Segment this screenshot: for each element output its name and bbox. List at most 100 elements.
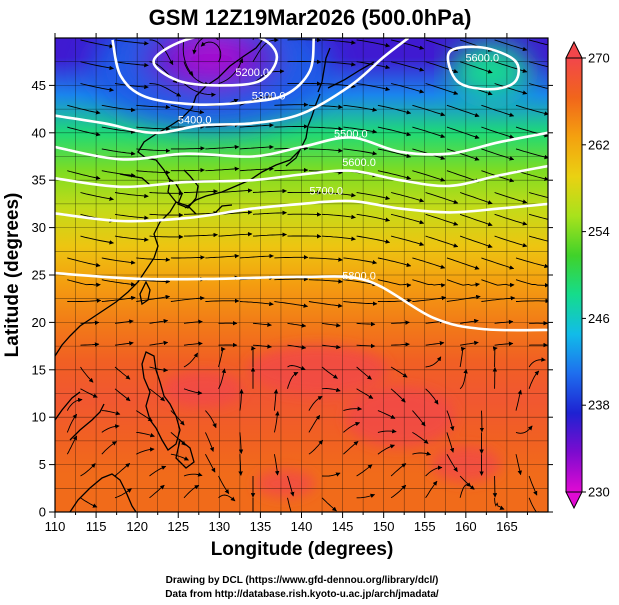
coastline-philippines <box>141 351 195 469</box>
streamline <box>343 126 378 134</box>
colorbar: 230 238 246 254 262 270 <box>565 40 610 510</box>
streamline <box>391 342 410 347</box>
streamline <box>170 167 205 173</box>
streamline <box>390 192 425 203</box>
contour-line <box>446 45 520 91</box>
streamline <box>377 428 397 434</box>
streamline <box>114 39 149 46</box>
streamline <box>446 126 480 139</box>
y-tick-label: 25 <box>32 268 46 283</box>
streamline <box>321 213 356 220</box>
streamline <box>273 454 280 476</box>
contour-label: 5200.0 <box>235 67 269 79</box>
streamline <box>515 170 548 182</box>
streamline <box>308 414 321 433</box>
streamline <box>308 439 324 455</box>
streamline <box>494 319 514 325</box>
credit-data: Data from http://database.rish.kyoto-u.a… <box>165 589 439 600</box>
streamline <box>481 295 516 302</box>
x-tick-label: 130 <box>208 519 230 534</box>
streamline <box>390 388 406 403</box>
streamline <box>287 475 295 497</box>
streamline <box>114 192 149 199</box>
x-axis-label: Longitude (degrees) <box>211 539 394 560</box>
streamline <box>321 472 341 477</box>
streamline <box>251 346 256 367</box>
streamline <box>459 475 475 490</box>
x-tick-label: 120 <box>126 519 148 534</box>
streamline <box>80 192 114 201</box>
streamline <box>136 431 155 438</box>
x-tick-label: 135 <box>250 519 272 534</box>
streamline <box>481 126 515 139</box>
streamline <box>343 441 359 455</box>
streamline <box>446 453 458 472</box>
streamline <box>515 279 548 288</box>
streamline <box>252 322 272 327</box>
streamline <box>80 320 100 325</box>
streamline <box>114 235 149 242</box>
contour-label: 5600.0 <box>465 53 499 65</box>
streamline <box>182 39 194 76</box>
streamline <box>114 61 149 68</box>
y-tick-label: 10 <box>32 410 46 425</box>
streamline <box>308 279 343 284</box>
streamline <box>321 497 337 512</box>
streamline <box>460 318 479 324</box>
y-tick-label: 30 <box>32 220 46 235</box>
streamline <box>136 126 171 132</box>
streamline <box>101 410 121 416</box>
streamline <box>377 126 412 137</box>
coastline-taiwan <box>139 280 151 306</box>
streamline <box>356 321 376 327</box>
streamline <box>494 341 514 346</box>
x-tick-label: 150 <box>373 519 395 534</box>
streamline <box>252 344 272 349</box>
contour-label: 5700.0 <box>309 185 343 197</box>
streamline <box>183 472 203 477</box>
streamline <box>446 257 480 270</box>
streamline <box>356 235 391 244</box>
contour-label: 5500.0 <box>334 129 368 141</box>
x-tick-label: 160 <box>455 519 477 534</box>
streamline <box>136 410 153 422</box>
contour-label: 5300.0 <box>252 91 286 103</box>
x-tick-label: 140 <box>291 519 313 534</box>
streamline <box>114 341 134 346</box>
streamline <box>101 148 136 156</box>
streamline <box>446 294 481 302</box>
contour-line <box>55 199 548 223</box>
streamline <box>149 212 184 218</box>
streamline <box>390 61 425 72</box>
streamline <box>494 39 528 52</box>
streamline <box>149 234 184 240</box>
streamline <box>184 210 218 216</box>
streamline <box>218 494 236 502</box>
x-tick-label: 115 <box>86 519 107 534</box>
colorbar-tick-label: 262 <box>588 137 610 152</box>
x-tick-label: 110 <box>45 519 66 534</box>
streamline <box>459 213 493 227</box>
streamline <box>183 352 198 368</box>
streamline <box>149 465 167 477</box>
streamline <box>515 389 523 411</box>
streamline <box>66 435 78 455</box>
streamline <box>528 235 548 242</box>
streamline <box>80 366 94 383</box>
streamline <box>287 81 322 86</box>
streamline <box>481 104 515 117</box>
streamline <box>356 493 376 499</box>
streamline <box>239 301 274 307</box>
y-tick-label: 20 <box>32 315 46 330</box>
streamline <box>528 497 540 512</box>
streamline <box>446 279 480 287</box>
streamline <box>528 370 540 389</box>
streamline <box>308 104 343 110</box>
streamline <box>204 432 214 452</box>
y-tick-label: 40 <box>32 125 46 140</box>
streamline <box>274 167 309 173</box>
x-tick-label: 165 <box>496 519 518 534</box>
streamline <box>412 432 429 444</box>
streamline <box>446 410 455 431</box>
streamline <box>114 319 134 324</box>
